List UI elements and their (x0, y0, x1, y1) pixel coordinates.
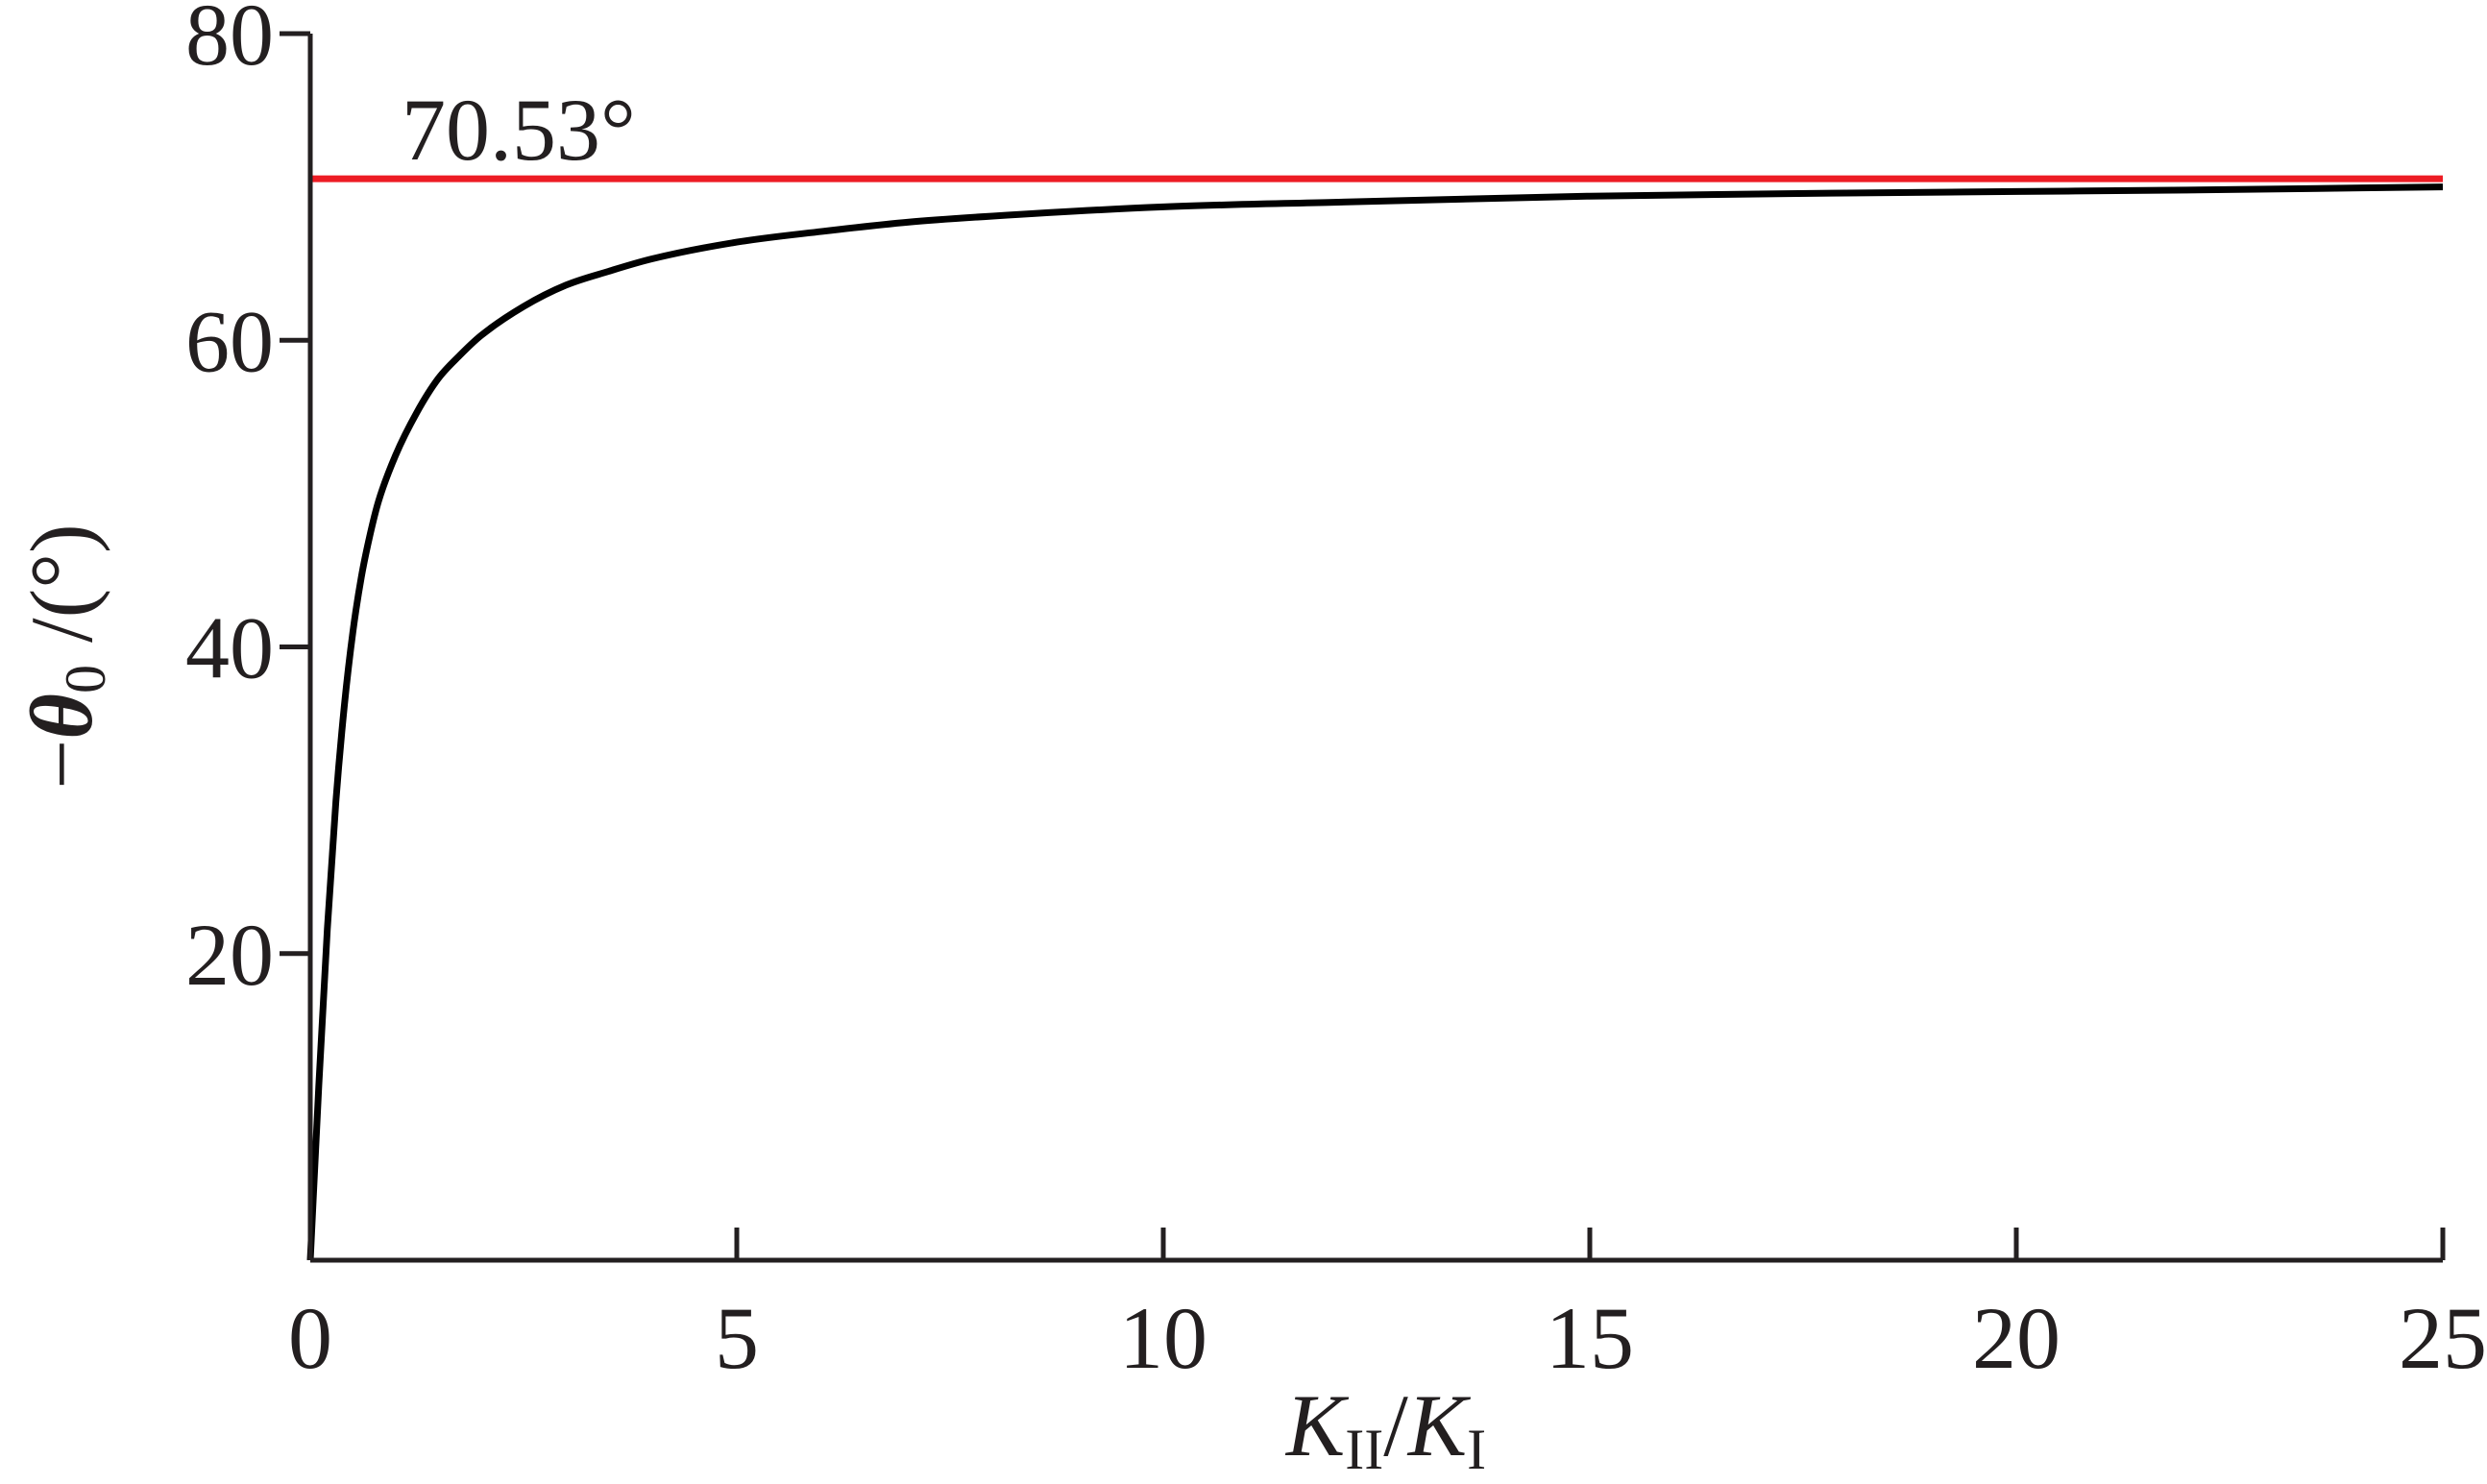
x-tick-label: 25 (2399, 1289, 2487, 1387)
y-axis-ticks: 20 40 60 80 (185, 0, 310, 1004)
x-axis-ticks: 0 5 10 15 20 25 (288, 1228, 2487, 1387)
y-axis-title: −θ0 /(°) (12, 523, 117, 789)
y-tick-label: 20 (185, 906, 274, 1004)
data-series (306, 183, 2444, 1261)
y-tick-label: 80 (185, 0, 274, 84)
asymptote-label: 70.53° (402, 81, 636, 179)
x-tick-label: 20 (1972, 1289, 2060, 1387)
x-tick-label: 0 (288, 1289, 332, 1387)
x-axis-title: KII/KI (1284, 1376, 1486, 1481)
y-tick-label: 40 (185, 599, 274, 697)
series-line (306, 183, 2444, 1261)
y-tick-label: 60 (185, 292, 274, 390)
x-tick-label: 5 (715, 1289, 759, 1387)
reference-lines: 70.53° (310, 81, 2443, 182)
x-tick-label: 10 (1119, 1289, 1207, 1387)
x-tick-label: 15 (1546, 1289, 1634, 1387)
